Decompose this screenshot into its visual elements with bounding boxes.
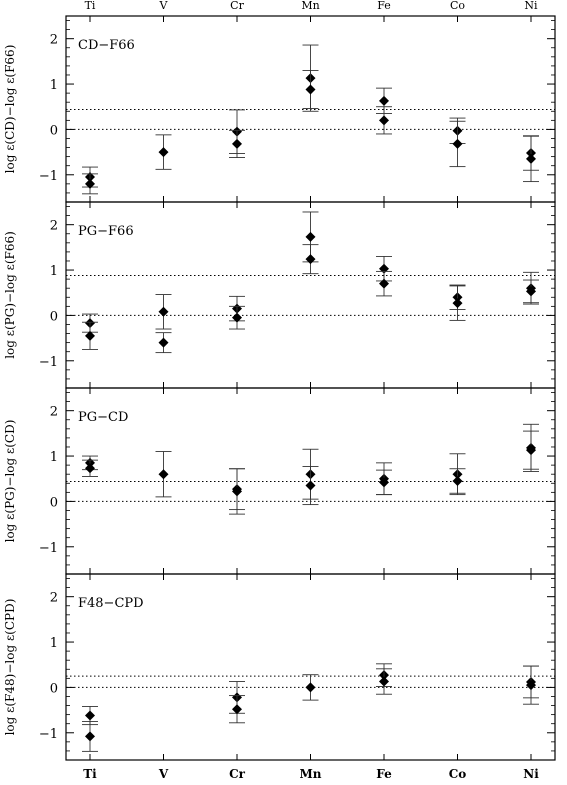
top-category-label: Fe [377, 0, 391, 12]
data-point [526, 153, 536, 164]
data-point [232, 312, 242, 323]
bottom-category-label: Ti [83, 767, 97, 780]
y-tick-label: −1 [39, 169, 58, 184]
bottom-category-label: V [158, 767, 169, 780]
y-tick-label: 0 [50, 123, 58, 138]
y-tick-label: 2 [50, 591, 58, 606]
data-point [158, 337, 169, 348]
data-point [158, 306, 169, 317]
y-tick-label: 1 [50, 78, 58, 93]
y-tick-label: 1 [50, 450, 58, 465]
y-tick-label: 2 [50, 33, 58, 48]
data-point [305, 231, 316, 242]
data-point [85, 731, 95, 742]
bottom-category-label: Ni [523, 767, 539, 780]
data-point [232, 486, 242, 497]
bottom-category-label: Co [449, 767, 467, 780]
y-tick-label: 2 [50, 219, 58, 234]
data-point [452, 138, 463, 149]
y-tick-label: 0 [50, 495, 58, 510]
top-category-label: Mn [301, 0, 319, 12]
panel: 2 1 0 −1 PG−F66 log ε(PG)−log ε(F66) [3, 201, 556, 389]
y-tick-label: 0 [50, 681, 58, 696]
data-point [85, 463, 95, 474]
data-point [379, 477, 389, 488]
y-axis-label: log ε(F48)−log ε(CPD) [3, 599, 17, 736]
top-category-label: Ni [524, 0, 538, 12]
data-point [305, 480, 316, 491]
y-tick-label: −1 [39, 541, 58, 556]
data-point [452, 298, 463, 309]
y-tick-label: 2 [50, 405, 58, 420]
top-category-label: Ti [85, 0, 96, 12]
data-point [232, 138, 242, 149]
panel: 2 1 0 −1 CD−F66 log ε(CD)−log ε(F66) [3, 15, 556, 203]
bottom-category-label: Cr [229, 767, 246, 780]
data-point [85, 330, 95, 341]
data-point [379, 676, 389, 687]
data-point [158, 469, 169, 480]
data-point [305, 84, 316, 95]
data-point [305, 682, 316, 693]
data-point [232, 704, 242, 715]
y-tick-label: 1 [50, 264, 58, 279]
y-tick-label: −1 [39, 355, 58, 370]
data-point [305, 254, 316, 265]
data-point [85, 178, 95, 189]
y-axis-label: log ε(PG)−log ε(CD) [3, 420, 17, 543]
panel-label: PG−CD [78, 410, 128, 425]
data-point [158, 147, 169, 158]
panel-label: F48−CPD [78, 596, 144, 611]
panel: 2 1 0 −1 F48−CPD log ε(F48)−log ε(CPD) [3, 573, 556, 761]
y-axis-label: log ε(PG)−log ε(F66) [3, 231, 17, 359]
data-point [452, 476, 463, 486]
y-axis-label: log ε(CD)−log ε(F66) [3, 45, 17, 174]
panel-label: PG−F66 [78, 224, 134, 239]
top-category-label: V [159, 0, 169, 12]
data-point [526, 286, 536, 297]
y-tick-label: 1 [50, 636, 58, 651]
data-point [526, 445, 536, 456]
data-point [526, 680, 536, 691]
top-category-label: Cr [230, 0, 244, 12]
data-point [379, 278, 389, 289]
top-category-label: Co [450, 0, 465, 12]
y-tick-label: 0 [50, 309, 58, 324]
data-point [379, 95, 389, 106]
y-tick-label: −1 [39, 727, 58, 742]
panel-label: CD−F66 [78, 38, 135, 53]
data-point [379, 115, 389, 126]
panel: 2 1 0 −1 PG−CD log ε(PG)−log ε(CD) [3, 387, 556, 575]
bottom-category-label: Fe [376, 767, 392, 780]
data-point [85, 710, 95, 721]
bottom-category-label: Mn [299, 767, 321, 780]
